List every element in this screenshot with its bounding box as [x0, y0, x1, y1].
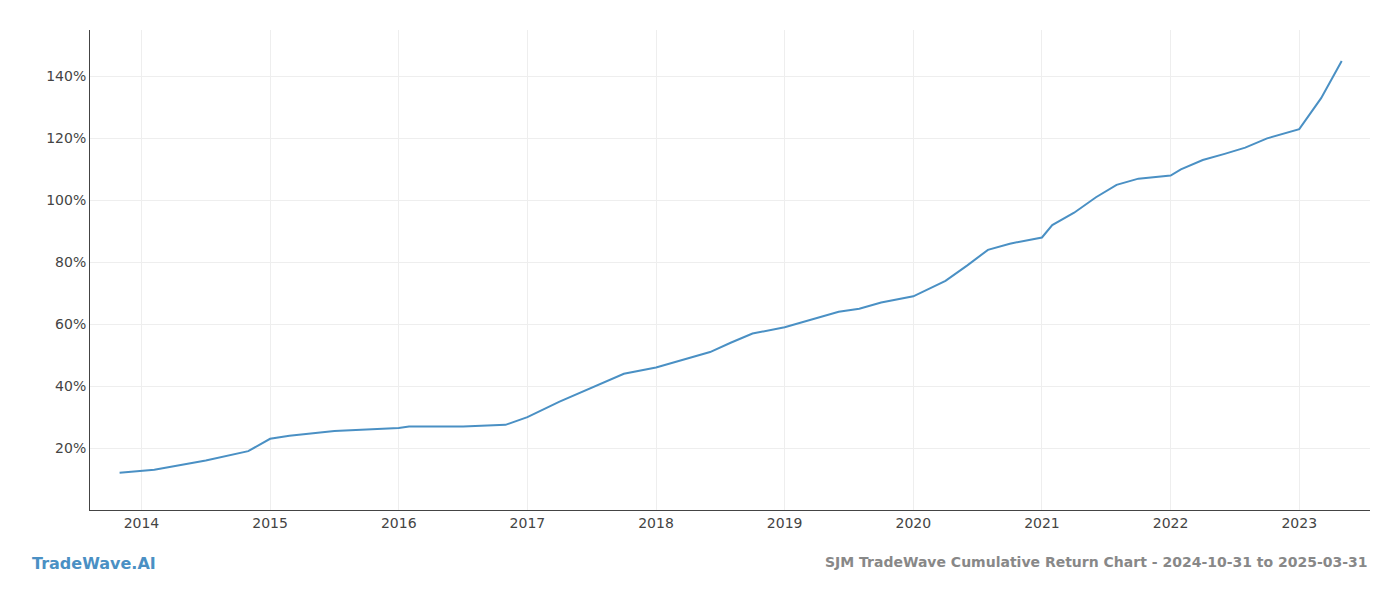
svg-text:2016: 2016 [381, 515, 417, 531]
svg-text:2018: 2018 [638, 515, 674, 531]
svg-text:60%: 60% [55, 316, 86, 332]
svg-text:2021: 2021 [1024, 515, 1060, 531]
svg-text:2017: 2017 [510, 515, 546, 531]
svg-text:120%: 120% [46, 130, 86, 146]
svg-text:2020: 2020 [895, 515, 931, 531]
svg-text:80%: 80% [55, 254, 86, 270]
svg-text:2023: 2023 [1281, 515, 1317, 531]
svg-text:20%: 20% [55, 440, 86, 456]
svg-text:40%: 40% [55, 378, 86, 394]
svg-text:TradeWave.AI: TradeWave.AI [32, 554, 156, 573]
svg-text:100%: 100% [46, 192, 86, 208]
svg-text:2015: 2015 [252, 515, 288, 531]
svg-text:2019: 2019 [767, 515, 803, 531]
svg-text:SJM TradeWave Cumulative Retur: SJM TradeWave Cumulative Return Chart - … [825, 554, 1368, 570]
svg-text:2014: 2014 [124, 515, 160, 531]
svg-text:2022: 2022 [1153, 515, 1189, 531]
svg-text:140%: 140% [46, 68, 86, 84]
